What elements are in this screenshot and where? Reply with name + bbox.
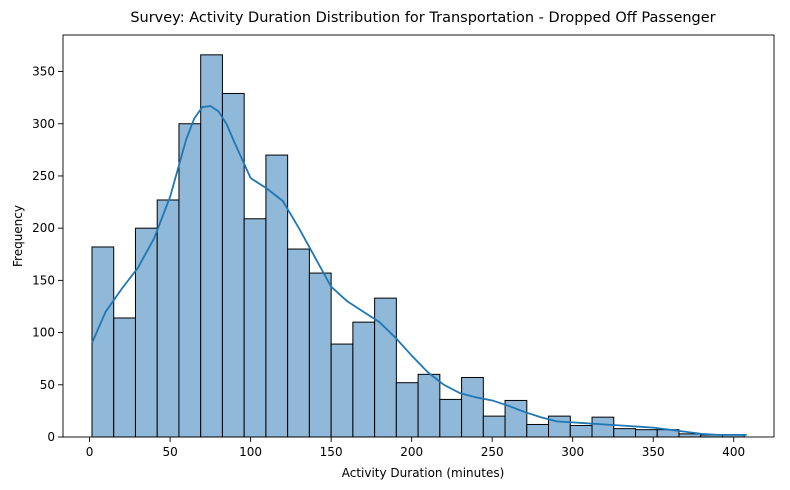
histogram-bar <box>330 343 354 438</box>
chart-title: Survey: Activity Duration Distribution f… <box>130 10 715 26</box>
y-tick-label: 100 <box>32 326 55 340</box>
histogram-bar <box>178 123 202 438</box>
histogram-bar <box>439 398 463 438</box>
x-tick-label: 50 <box>162 445 177 459</box>
histogram-bar <box>243 218 267 438</box>
x-tick-label: 350 <box>642 445 665 459</box>
histogram-bar <box>134 227 158 438</box>
histogram-bar <box>417 373 441 438</box>
histogram-bar <box>591 416 615 438</box>
histogram-bar <box>374 297 397 438</box>
histogram-bar <box>461 376 484 438</box>
kde-line <box>91 105 747 436</box>
x-tick-label: 100 <box>239 445 262 459</box>
histogram-bar <box>113 317 136 438</box>
histogram-bar <box>287 248 310 438</box>
histogram-bar <box>613 428 637 438</box>
histogram-bar <box>156 199 180 438</box>
x-tick-label: 400 <box>722 445 745 459</box>
x-tick-label: 200 <box>400 445 423 459</box>
x-tick-label: 0 <box>86 445 94 459</box>
histogram-bar <box>221 92 245 438</box>
x-tick-label: 150 <box>320 445 343 459</box>
y-tick-label: 50 <box>40 378 55 392</box>
plot-frame <box>62 34 775 438</box>
y-tick-label: 300 <box>32 117 55 131</box>
histogram-bar <box>678 433 702 438</box>
histogram-bar <box>635 429 658 438</box>
x-axis-label: Activity Duration (minutes) <box>342 466 505 480</box>
y-tick-label: 250 <box>32 169 55 183</box>
y-tick-label: 0 <box>47 430 55 444</box>
x-tick-label: 300 <box>561 445 584 459</box>
histogram-bar <box>308 272 332 438</box>
bars-group <box>91 54 745 438</box>
y-tick-label: 200 <box>32 221 55 235</box>
histogram-bar <box>569 425 593 438</box>
histogram-bar <box>352 321 376 438</box>
x-axis: 0 50 100 150 200 250 300 350 400 <box>86 437 745 459</box>
y-axis-label: Frequency <box>11 205 25 267</box>
histogram-bar <box>395 382 419 438</box>
histogram-bar <box>526 423 550 438</box>
x-tick-label: 250 <box>481 445 504 459</box>
histogram-bar <box>91 246 115 438</box>
y-tick-label: 350 <box>32 65 55 79</box>
y-axis: 0 50 100 150 200 250 300 350 <box>32 65 63 444</box>
y-tick-label: 150 <box>32 273 55 287</box>
histogram-bar <box>482 415 506 438</box>
